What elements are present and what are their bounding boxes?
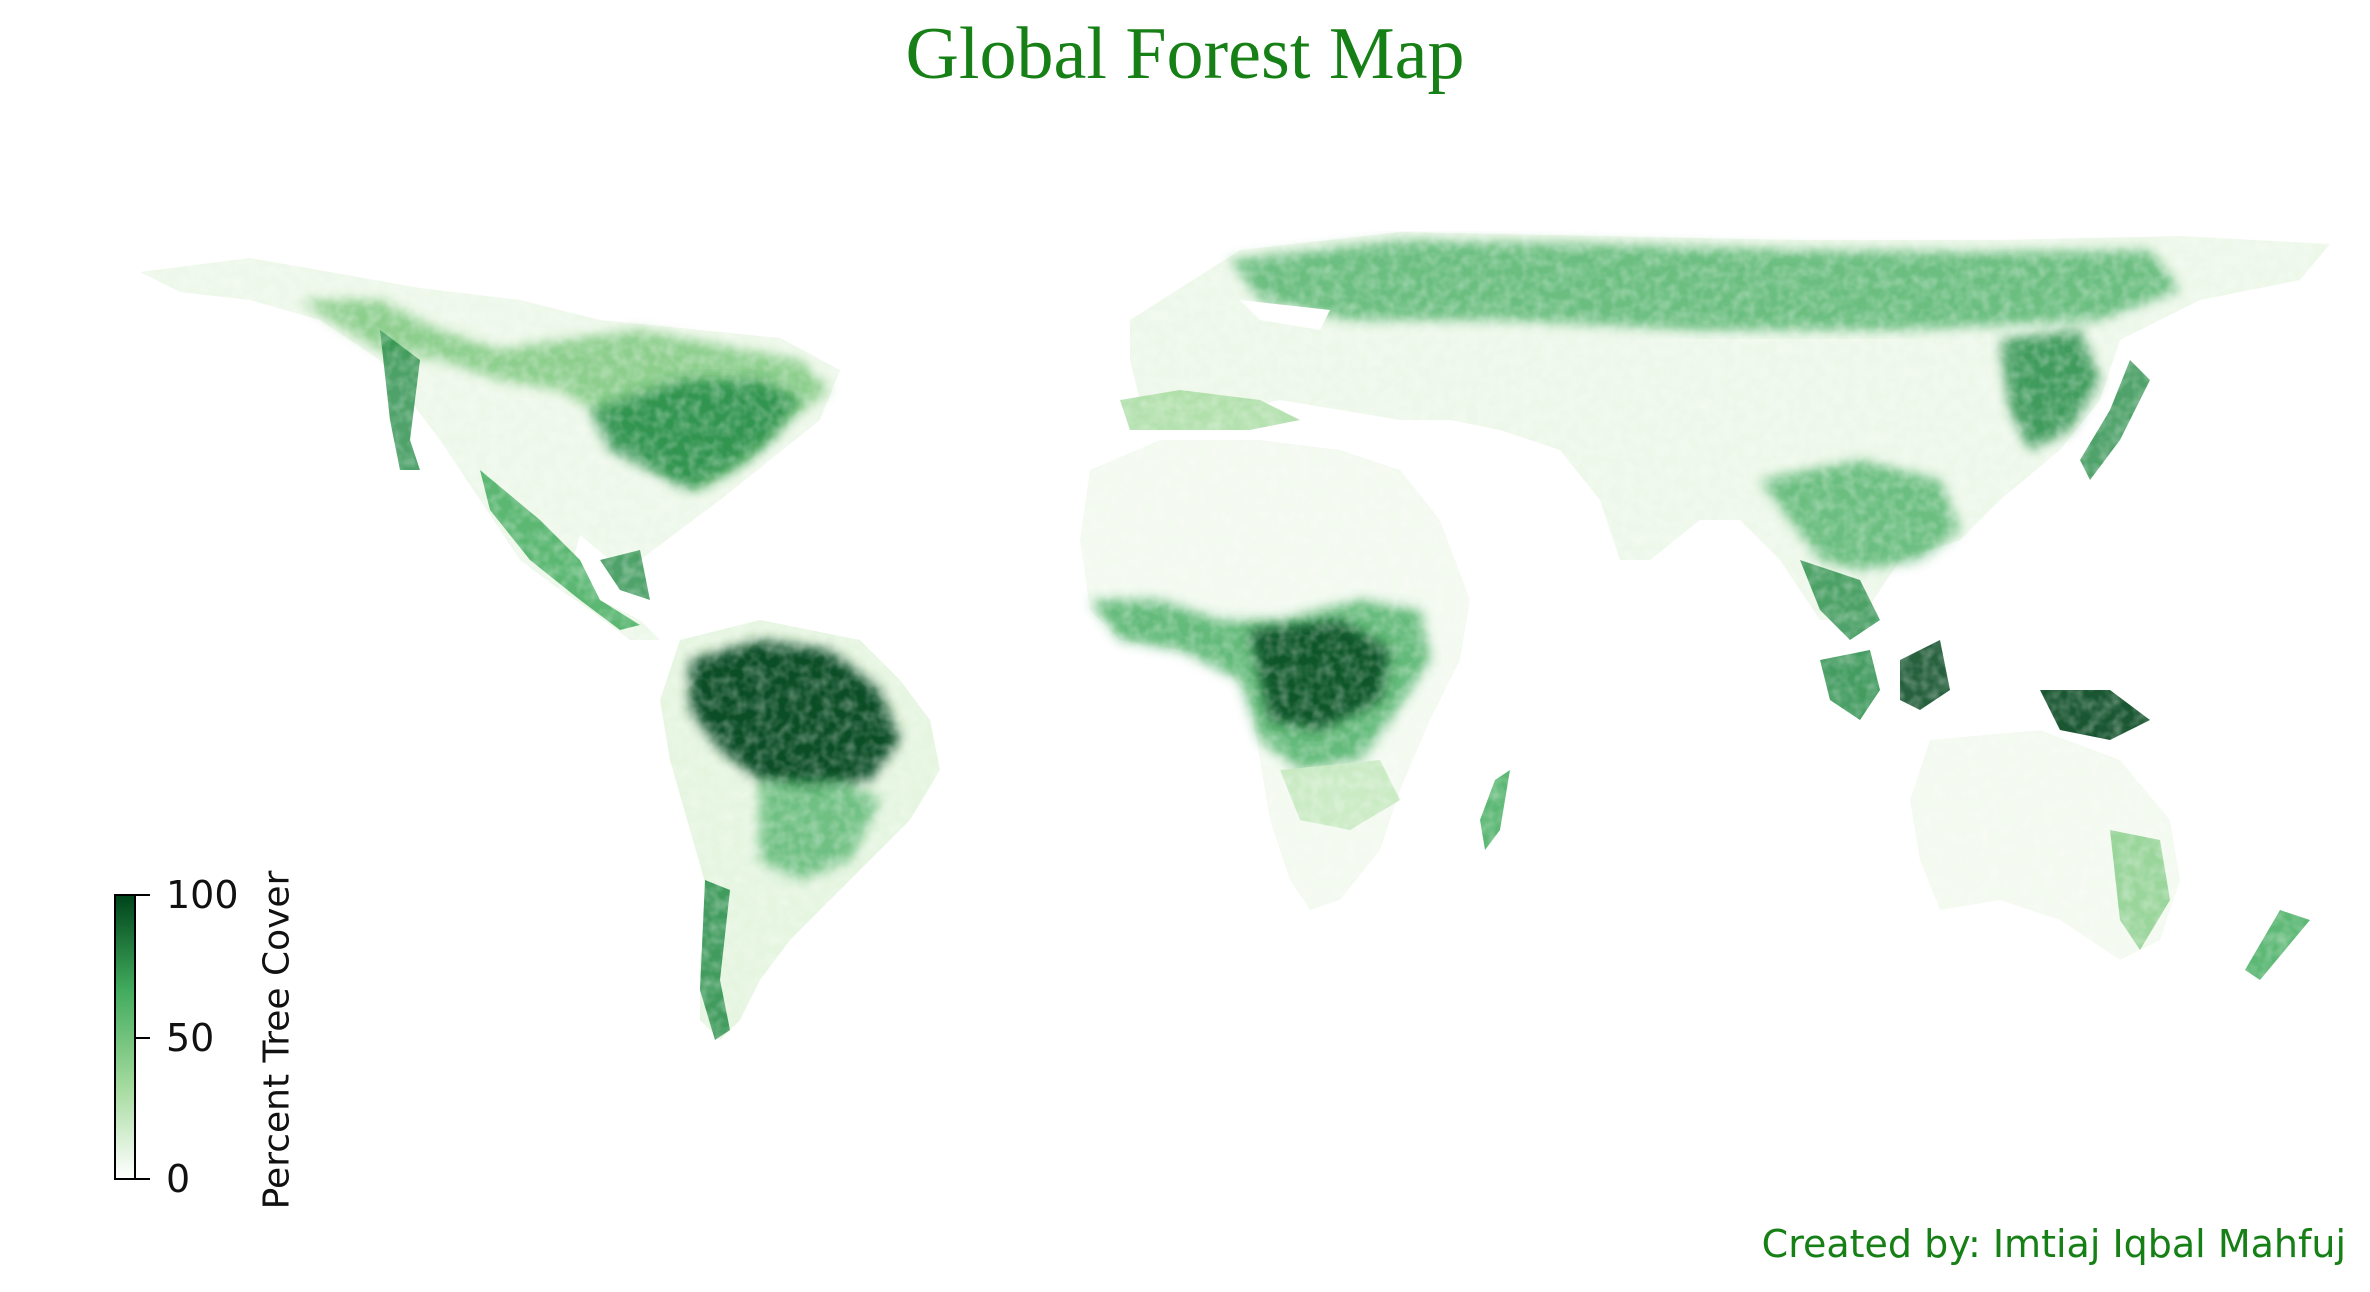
page-title: Global Forest Map [905, 13, 1465, 95]
colorbar [114, 894, 136, 1180]
colorbar-tick [136, 1178, 150, 1180]
colorbar-tick-label-50: 50 [166, 1016, 215, 1060]
colorbar-tick [136, 1037, 150, 1039]
colorbar-label: Percent Tree Cover [256, 870, 298, 1210]
credit-text: Created by: Imtiaj Iqbal Mahfuj [1761, 1222, 2346, 1266]
colorbar-tick-label-100: 100 [166, 873, 239, 917]
colorbar-tick [136, 894, 150, 896]
colorbar-tick-label-0: 0 [166, 1157, 191, 1201]
